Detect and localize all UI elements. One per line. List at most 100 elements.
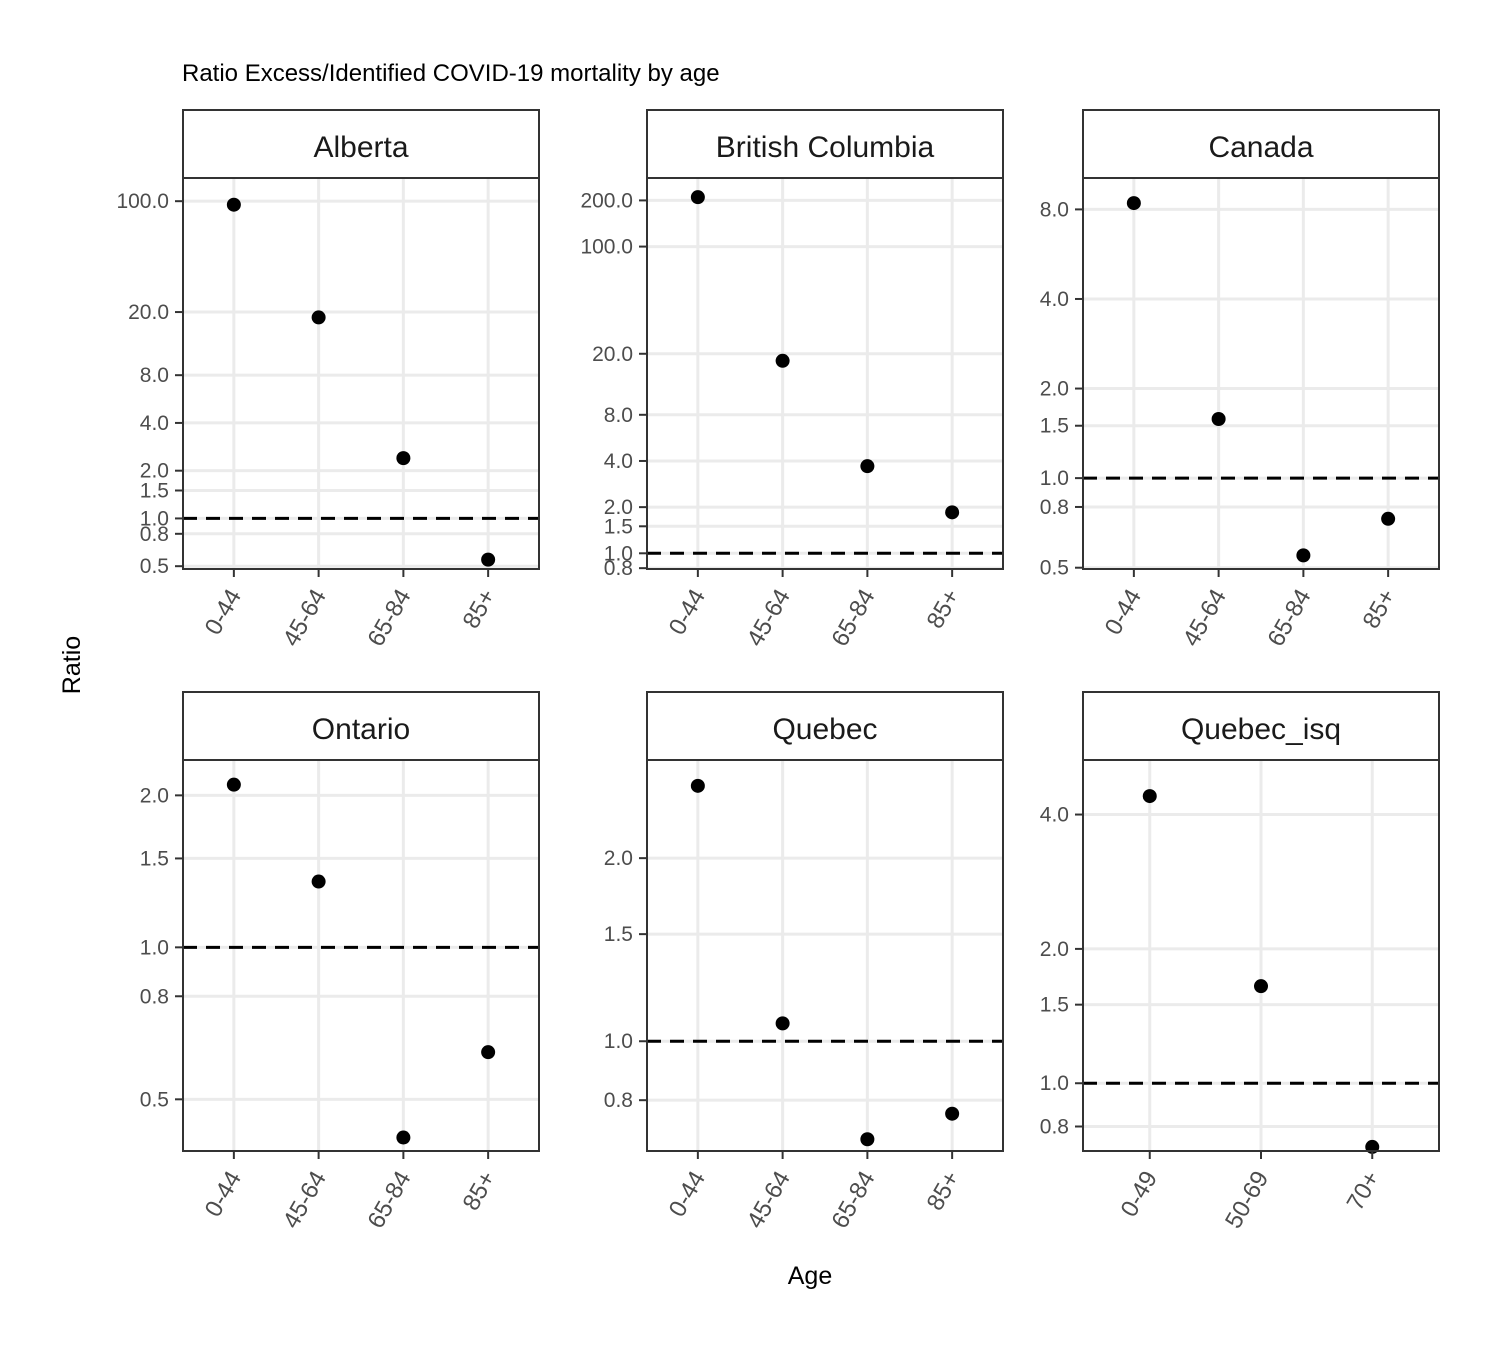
y-tick-label: 2.0 (1040, 938, 1069, 961)
y-tick-label: 200.0 (580, 189, 633, 212)
facet-strip-label: Quebec_isq (1181, 713, 1341, 746)
facet-strip-label: Quebec (772, 713, 877, 746)
x-tick-label: 45-64 (278, 1167, 332, 1234)
y-tick-label: 1.5 (140, 480, 169, 503)
data-point (396, 451, 411, 466)
x-tick-label: 65-84 (362, 1167, 416, 1234)
y-tick-label: 0.8 (1040, 1115, 1069, 1138)
x-tick-label: 65-84 (1262, 585, 1316, 652)
facet-panels: Alberta0.50.81.01.52.04.08.020.0100.00-4… (116, 109, 1440, 1234)
panel-background (183, 760, 539, 1151)
facet-british-columbia: British Columbia 0.81.0 1.52.0 4.0 8.0 20.0 10… (580, 109, 1004, 652)
x-tick-label: 85+ (458, 585, 502, 634)
facet-strip-label: Ontario (312, 713, 410, 746)
y-tick-label: 0.8 (604, 557, 633, 580)
y-tick-label: 20.0 (592, 343, 633, 366)
data-point (945, 1106, 960, 1121)
x-tick-label: 85+ (458, 1167, 502, 1216)
y-tick-label: 0.5 (140, 1088, 169, 1111)
y-tick-label: 1.0 (140, 936, 169, 959)
data-point (311, 874, 326, 889)
panel-background (1083, 178, 1439, 569)
x-tick-label: 0-44 (1100, 585, 1147, 640)
y-tick-label: 0.8 (140, 985, 169, 1008)
y-tick-label: 1.0 (140, 507, 169, 530)
y-tick-label: 100.0 (116, 190, 169, 213)
data-point (396, 1130, 411, 1145)
y-axis-title: Ratio (58, 636, 86, 694)
data-point (311, 310, 326, 325)
facet-strip (1082, 109, 1440, 179)
facet-alberta: Alberta 0.5 0.81.0 1.52.0 4.0 8.0 20.0 100.0 0-4… (116, 109, 540, 652)
y-tick-label: 1.5 (1040, 415, 1069, 438)
facet-quebec-isq: Quebec_isq 0.8 1.0 1.5 2.0 4.0 0-49 50-69 70+ (1040, 691, 1440, 1234)
y-tick-label: 2.0 (604, 847, 633, 870)
chart-title: Ratio Excess/Identified COVID-19 mortali… (182, 60, 720, 87)
data-point (1211, 412, 1226, 427)
y-tick-label: 100.0 (580, 236, 633, 259)
x-tick-label: 0-44 (664, 1167, 711, 1222)
facet-strip-label: British Columbia (716, 131, 935, 164)
y-tick-label: 1.5 (604, 923, 633, 946)
x-tick-label: 85+ (1358, 585, 1402, 634)
data-point (775, 1016, 790, 1031)
y-tick-label: 0.8 (140, 523, 169, 546)
data-point (481, 552, 496, 567)
y-tick-label: 1.5 (604, 515, 633, 538)
x-axis-title: Age (788, 1262, 832, 1290)
facet-strip (182, 691, 540, 761)
y-tick-label: 1.5 (1040, 994, 1069, 1017)
facet-strip (646, 109, 1004, 179)
y-tick-label: 0.5 (1040, 557, 1069, 580)
data-point (690, 190, 705, 205)
y-tick-label: 1.0 (604, 1030, 633, 1053)
y-tick-label: 0.5 (140, 555, 169, 578)
data-point (860, 459, 875, 474)
x-tick-label: 0-44 (664, 585, 711, 640)
y-tick-label: 2.0 (140, 784, 169, 807)
y-tick-label: 1.0 (604, 542, 633, 565)
y-tick-label: 4.0 (604, 450, 633, 473)
y-tick-label: 2.0 (140, 460, 169, 483)
data-point (775, 353, 790, 368)
facet-quebec: Quebec 0.8 1.0 1.5 2.0 0-44 45-64 65-84 85+ (604, 691, 1004, 1234)
y-tick-label: 4.0 (1040, 804, 1069, 827)
facet-strip (1082, 691, 1440, 761)
data-point (1296, 548, 1311, 563)
x-tick-label: 65-84 (362, 585, 416, 652)
y-tick-label: 0.8 (1040, 496, 1069, 519)
facet-strip-label: Canada (1208, 131, 1313, 164)
facet-strip-label: Alberta (313, 131, 408, 164)
facet-strip (646, 691, 1004, 761)
x-tick-label: 45-64 (742, 1167, 796, 1234)
y-tick-label: 1.0 (1040, 1072, 1069, 1095)
facet-ontario: Ontario 0.5 0.8 1.0 1.5 2.0 0-44 45-64 65-84 85+ (140, 691, 540, 1234)
data-point (226, 777, 241, 792)
panel-background (183, 178, 539, 569)
data-point (226, 197, 241, 212)
y-tick-label: 20.0 (128, 301, 169, 324)
x-tick-label: 45-64 (1178, 585, 1232, 652)
x-tick-label: 45-64 (278, 585, 332, 652)
data-point (481, 1045, 496, 1060)
data-point (1142, 789, 1157, 804)
x-tick-label: 85+ (922, 1167, 966, 1216)
facet-strip (182, 109, 540, 179)
x-tick-label: 0-44 (200, 585, 247, 640)
data-point (1381, 511, 1396, 526)
y-tick-label: 0.8 (604, 1089, 633, 1112)
x-tick-label: 65-84 (826, 585, 880, 652)
y-tick-label: 4.0 (1040, 288, 1069, 311)
facet-canada: Canada 0.5 0.8 1.0 1.5 2.0 4.0 8.0 0-44 45-64 65-8… (1040, 109, 1440, 652)
data-point (1126, 196, 1141, 211)
data-point (690, 778, 705, 793)
x-tick-label: 0-49 (1116, 1167, 1163, 1222)
x-tick-label: 50-69 (1220, 1167, 1274, 1234)
y-tick-label: 4.0 (140, 412, 169, 435)
y-tick-label: 8.0 (604, 404, 633, 427)
x-tick-label: 45-64 (742, 585, 796, 652)
x-tick-label: 85+ (922, 585, 966, 634)
y-tick-label: 8.0 (140, 364, 169, 387)
data-point (1254, 979, 1268, 994)
